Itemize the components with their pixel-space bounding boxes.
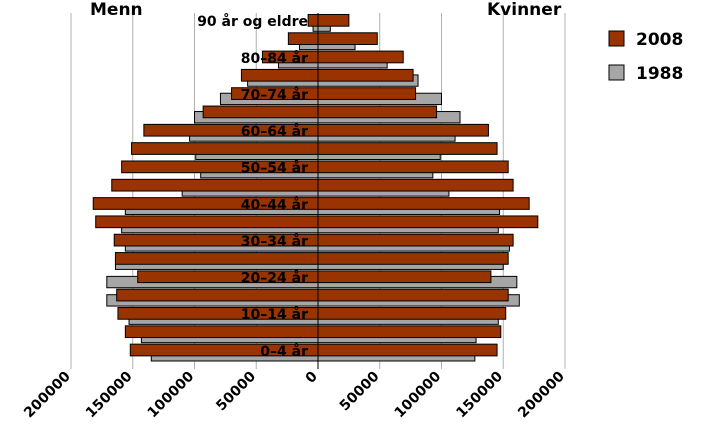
x-tick-label: 0 bbox=[303, 368, 321, 386]
age-label: 20–24 år bbox=[241, 270, 308, 287]
x-tick-label: 100000 bbox=[145, 368, 198, 421]
bar-2008-women bbox=[317, 270, 492, 284]
legend-swatch-2008 bbox=[608, 30, 625, 47]
legend: 2008 1988 bbox=[608, 30, 683, 84]
bar-2008-women bbox=[317, 123, 489, 137]
bar-2008-men bbox=[307, 13, 319, 27]
bar-2008-women bbox=[317, 142, 498, 155]
bar-2008-women bbox=[317, 160, 509, 174]
x-tick-label: 150000 bbox=[83, 368, 136, 421]
bar-2008-women bbox=[317, 307, 507, 320]
bar-2008-women bbox=[317, 233, 514, 247]
x-tick-label: 150000 bbox=[453, 368, 506, 421]
bar-2008-women bbox=[317, 32, 378, 46]
age-label: 70–74 år bbox=[241, 86, 308, 103]
bar-2008-men bbox=[202, 105, 319, 119]
bar-2008-women bbox=[317, 343, 498, 357]
bar-2008-women bbox=[317, 325, 502, 339]
x-tick-label: 50000 bbox=[337, 368, 383, 414]
x-tick-label: 200000 bbox=[515, 368, 568, 421]
age-labels: 0–4 år 10–14 år 20–24 år 30–34 år 40–44 år 50… bbox=[197, 13, 308, 360]
bar-2008-men bbox=[287, 32, 319, 46]
age-label: 30–34 år bbox=[241, 233, 308, 250]
bar-2008-women bbox=[317, 252, 509, 265]
bar-2008-women bbox=[317, 178, 514, 192]
age-label: 0–4 år bbox=[260, 343, 308, 360]
bar-2008-women bbox=[317, 13, 350, 27]
age-label: 80–84 år bbox=[241, 50, 308, 67]
bar-2008-women bbox=[317, 215, 539, 229]
age-label: 10–14 år bbox=[241, 306, 308, 323]
bar-2008-men bbox=[116, 288, 319, 302]
bar-2008-women bbox=[317, 68, 414, 82]
bar-2008-men bbox=[240, 68, 319, 82]
left-side-label: Menn bbox=[90, 0, 143, 20]
bar-2008-women bbox=[317, 288, 509, 302]
age-label: 50–54 år bbox=[241, 160, 308, 177]
x-tick-label: 100000 bbox=[392, 368, 445, 421]
age-label: 60–64 år bbox=[241, 123, 308, 140]
bar-2008-women bbox=[317, 50, 404, 64]
bars bbox=[92, 13, 539, 362]
x-tick-labels: 200000 150000 100000 50000 0 50000 100000 15000… bbox=[21, 368, 568, 421]
right-side-label: Kvinner bbox=[487, 0, 562, 20]
bar-2008-women bbox=[317, 197, 530, 210]
bar-2008-men bbox=[95, 215, 319, 229]
legend-label-2008: 2008 bbox=[636, 30, 683, 50]
bar-2008-men bbox=[124, 325, 319, 339]
age-label: 40–44 år bbox=[241, 196, 308, 213]
legend-label-1988: 1988 bbox=[636, 64, 683, 84]
legend-swatch-1988 bbox=[608, 64, 625, 81]
bar-2008-men bbox=[111, 178, 319, 192]
bar-2008-men bbox=[131, 142, 319, 155]
bar-2008-women bbox=[317, 87, 417, 100]
bar-2008-men bbox=[114, 252, 319, 265]
x-tick-label: 200000 bbox=[21, 368, 74, 421]
x-tick-label: 50000 bbox=[213, 368, 259, 414]
bar-2008-women bbox=[317, 105, 438, 119]
age-label: 90 år og eldre bbox=[197, 13, 308, 30]
